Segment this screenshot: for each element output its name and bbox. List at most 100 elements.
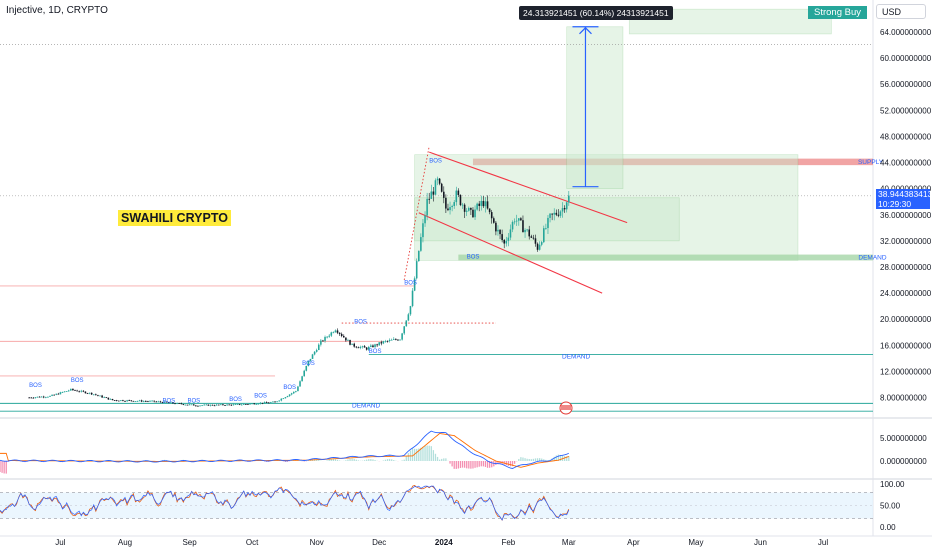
candle-body — [459, 194, 462, 205]
time-tick-label: Dec — [372, 538, 386, 547]
last-price-tag: 38.944383413 10:29:30 — [876, 189, 932, 209]
candle-body — [365, 347, 368, 350]
candle-body — [563, 208, 566, 210]
candle-body — [249, 403, 251, 405]
candle-body — [174, 403, 176, 405]
candle-body — [449, 207, 451, 211]
price-tick-label: 48.000000000 — [880, 132, 932, 141]
candle-body — [311, 354, 314, 359]
candle-body — [355, 346, 358, 348]
candle-body — [492, 218, 495, 223]
candle-body — [132, 400, 135, 402]
candle-body — [440, 183, 443, 192]
bos-label: BOS — [29, 383, 42, 389]
candle-body — [176, 403, 178, 404]
price-tick-label: 28.000000000 — [880, 263, 932, 272]
candle-body — [205, 404, 208, 406]
candle-body — [363, 346, 366, 348]
bos-label: BOS — [302, 361, 315, 367]
candle-body — [161, 402, 164, 403]
candle-body — [370, 345, 372, 347]
candle-body — [107, 397, 110, 400]
candle-body — [465, 210, 468, 212]
candle-body — [82, 390, 85, 392]
candle-body — [99, 395, 101, 397]
candle-body — [284, 397, 287, 399]
candle-body — [403, 326, 406, 334]
candle-body — [40, 396, 43, 398]
candle-body — [211, 404, 214, 406]
candle-body — [332, 332, 335, 334]
rsi-tick-label: 0.00 — [880, 523, 896, 532]
time-tick-label: Mar — [562, 538, 576, 547]
candle-body — [347, 340, 349, 341]
candle-body — [299, 381, 301, 387]
candle-body — [499, 229, 501, 235]
time-tick-label: May — [688, 538, 703, 547]
candle-body — [149, 400, 151, 402]
bos-label: BOS — [429, 159, 442, 165]
price-tick-label: 60.000000000 — [880, 54, 932, 63]
candle-body — [199, 405, 201, 407]
candle-body — [203, 404, 205, 406]
candle-body — [30, 397, 33, 399]
candle-body — [245, 404, 247, 405]
candle-body — [330, 332, 333, 336]
candle-body — [411, 290, 414, 307]
candle-body — [409, 306, 412, 315]
candle-body — [255, 404, 258, 405]
candle-body — [503, 239, 506, 244]
candle-body — [267, 402, 270, 404]
candle-body — [538, 244, 541, 250]
candle-body — [559, 211, 562, 216]
candle-body — [297, 386, 299, 392]
candle-body — [326, 336, 328, 338]
candle-body — [159, 401, 162, 403]
candle-body — [290, 393, 293, 395]
candle-body — [86, 393, 89, 395]
candle-body — [261, 402, 264, 404]
candle-body — [186, 404, 189, 406]
candle-body — [428, 198, 431, 200]
last-price-value: 38.944383413 — [878, 189, 932, 199]
candle-body — [63, 391, 66, 393]
price-tick-label: 44.000000000 — [880, 159, 932, 168]
candle-body — [128, 400, 130, 402]
candle-body — [424, 215, 426, 224]
candle-body — [103, 397, 105, 399]
candle-body — [357, 347, 360, 349]
candle-body — [209, 404, 212, 406]
candle-body — [501, 234, 503, 240]
candle-body — [97, 394, 99, 396]
candle-body — [305, 365, 308, 371]
candle-body — [336, 330, 339, 333]
price-tick-label: 8.000000000 — [880, 394, 927, 403]
candle-body — [188, 404, 191, 406]
candle-body — [286, 396, 289, 398]
bos-label: BOS — [188, 399, 201, 405]
candle-body — [397, 339, 399, 341]
candle-body — [170, 402, 172, 404]
candle-body — [407, 314, 410, 321]
candle-body — [543, 228, 545, 243]
channel-line — [418, 212, 603, 294]
candle-body — [45, 397, 47, 398]
candle-body — [92, 394, 95, 396]
candle-body — [467, 207, 470, 211]
candle-body — [557, 214, 560, 216]
zone-box — [414, 154, 799, 261]
candle-body — [278, 400, 280, 402]
bos-label: BOS — [229, 397, 242, 403]
signal-badge: Strong Buy — [808, 6, 867, 19]
candle-body — [47, 396, 49, 398]
candle-body — [201, 405, 203, 407]
candle-body — [528, 229, 531, 237]
currency-selector[interactable]: USD — [876, 4, 926, 19]
candle-body — [474, 209, 476, 218]
candle-body — [78, 391, 80, 393]
candle-body — [380, 342, 383, 344]
candle-body — [395, 339, 397, 340]
candle-body — [553, 212, 556, 215]
